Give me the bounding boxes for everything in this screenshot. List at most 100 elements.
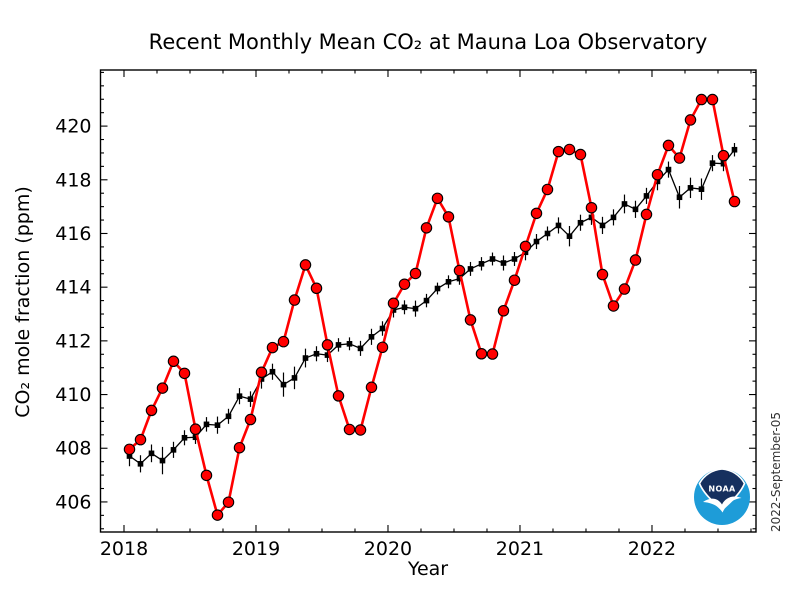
trend-point (390, 307, 397, 313)
monthly-mean-point (464, 314, 477, 326)
monthly-mean-point (310, 282, 323, 294)
trend-point (379, 325, 386, 332)
monthly-mean-point (596, 268, 609, 281)
monthly-mean-line (128, 98, 736, 517)
trend-point (269, 368, 276, 375)
trend-point (313, 350, 320, 357)
y-tick-label: 406 (55, 491, 91, 513)
trend-point (423, 297, 430, 304)
monthly-mean-point (552, 145, 565, 158)
trend-point (137, 461, 144, 467)
trend-point (335, 342, 342, 348)
monthly-mean-point (365, 381, 378, 394)
y-tick-label: 414 (55, 277, 91, 299)
monthly-mean-point (288, 294, 301, 306)
monthly-mean-point (409, 267, 422, 280)
monthly-mean-point (134, 433, 147, 446)
monthly-mean-point (695, 93, 708, 106)
monthly-mean-point (244, 413, 257, 426)
x-tick-label: 2022 (628, 538, 676, 560)
trend-point (676, 194, 683, 201)
trend-point (599, 222, 606, 229)
trend-point (720, 160, 727, 167)
trend-point (478, 261, 485, 267)
y-tick-label: 408 (55, 438, 91, 460)
monthly-mean-point (266, 341, 279, 354)
trend-point (357, 345, 364, 352)
y-tick-label: 412 (55, 330, 91, 352)
monthly-mean-point (354, 424, 367, 436)
trend-point (302, 355, 309, 361)
x-tick-label: 2019 (232, 538, 280, 560)
trend-point (577, 219, 584, 226)
monthly-mean-point (662, 139, 675, 152)
trend-point (170, 447, 177, 453)
trend-point (489, 256, 496, 262)
trend-point (225, 413, 232, 420)
monthly-mean-point (497, 305, 510, 317)
trend-point (467, 266, 474, 272)
monthly-mean-point (420, 222, 433, 234)
monthly-mean-point (629, 254, 642, 266)
monthly-mean-point (343, 423, 356, 436)
trend-point (632, 206, 639, 213)
monthly-mean-point (222, 496, 235, 508)
monthly-mean-point (684, 114, 697, 126)
monthly-mean-point (332, 390, 345, 402)
trend-point (324, 352, 331, 358)
trend-point (346, 341, 353, 347)
monthly-mean-point (673, 152, 686, 164)
trend-point (214, 422, 221, 428)
monthly-mean-point (563, 143, 576, 156)
monthly-mean-point (255, 366, 268, 379)
trend-point (709, 160, 716, 166)
trend-point (621, 201, 628, 207)
y-tick-label: 420 (55, 116, 91, 138)
monthly-mean-point (233, 441, 246, 454)
noaa-logo: NOAA (694, 468, 750, 525)
monthly-mean-point (486, 348, 499, 360)
trend-point (456, 275, 463, 282)
monthly-mean-point (519, 240, 532, 253)
trend-point (159, 457, 166, 464)
trend-point (533, 238, 540, 245)
monthly-mean-point (530, 207, 543, 220)
monthly-mean-point (156, 382, 169, 394)
monthly-mean-point (618, 283, 631, 295)
monthly-mean-point (728, 195, 741, 208)
monthly-mean-point (398, 278, 411, 290)
y-tick-label: 416 (55, 223, 91, 245)
trend-point (500, 260, 507, 266)
monthly-mean-point (508, 274, 521, 286)
monthly-mean-point (442, 211, 455, 223)
trend-point (434, 285, 441, 292)
monthly-mean-point (717, 149, 730, 162)
y-tick-label: 410 (55, 384, 91, 406)
x-axis-label: Year (407, 558, 449, 580)
trend-point (126, 453, 133, 459)
trend-point (368, 334, 375, 340)
trend-point (665, 166, 672, 173)
trend-point (555, 222, 562, 229)
trend-point (203, 421, 210, 428)
monthly-mean-point (574, 148, 587, 161)
monthly-mean-point (651, 168, 664, 181)
trend-point (643, 193, 650, 199)
chart-title: Recent Monthly Mean CO₂ at Mauna Loa Obs… (148, 30, 708, 54)
monthly-mean-point (145, 404, 158, 417)
trend-point (566, 233, 573, 239)
monthly-mean-point (453, 264, 466, 277)
y-tick-label: 418 (55, 169, 91, 191)
trend-point (654, 178, 661, 185)
trend-point (181, 434, 188, 441)
monthly-mean-point (640, 208, 653, 221)
trend-point (522, 249, 529, 256)
monthly-mean-point (321, 339, 334, 351)
trend-point (258, 376, 265, 382)
trend-point (610, 214, 617, 221)
monthly-mean-point (431, 192, 444, 205)
monthly-mean-point (211, 509, 224, 521)
trend-point (588, 214, 595, 221)
trend-point (291, 375, 298, 381)
